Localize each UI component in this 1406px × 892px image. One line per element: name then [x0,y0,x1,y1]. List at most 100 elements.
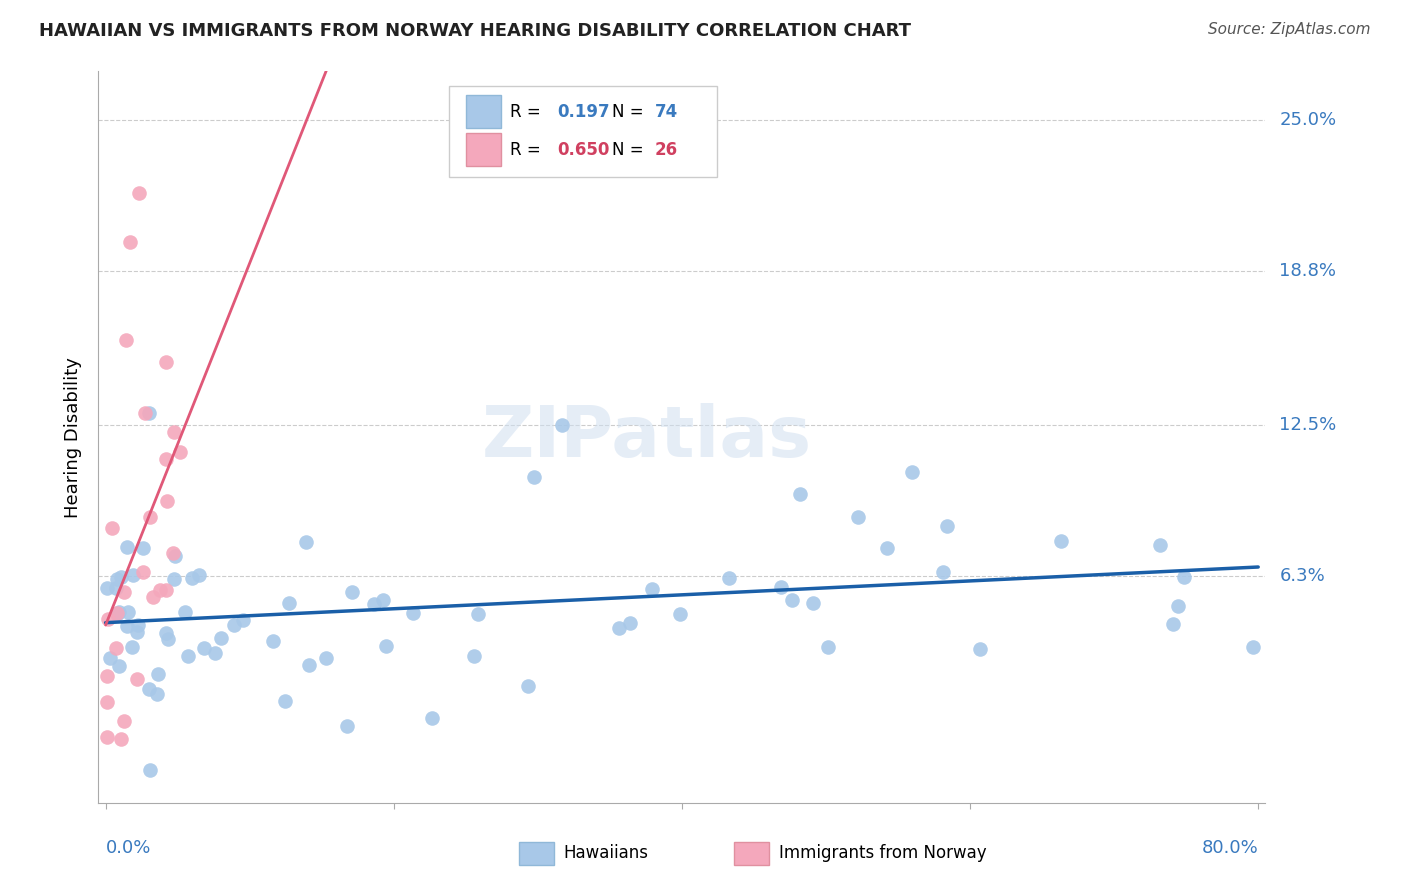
Text: 74: 74 [655,103,678,120]
Point [112,714,135,728]
Point [125,673,148,687]
Point [174,605,197,619]
Point [132,565,155,579]
Text: 26: 26 [655,141,678,159]
Point [969,641,991,656]
Point [876,541,898,556]
FancyBboxPatch shape [465,95,501,128]
Point [1149,538,1171,552]
Point [375,639,398,653]
Point [105,606,128,620]
Point [176,648,198,663]
Point [619,615,641,630]
Point [336,719,359,733]
Point [420,711,443,725]
Point [277,596,299,610]
Point [132,541,155,555]
Point [96,669,118,683]
Point [155,451,177,466]
Point [115,540,138,554]
Point [551,417,574,432]
Text: 25.0%: 25.0% [1279,112,1337,129]
FancyBboxPatch shape [449,86,717,178]
Point [148,667,170,681]
Point [780,592,803,607]
Point [846,510,869,524]
Point [363,597,385,611]
Point [204,646,226,660]
Point [273,694,295,708]
Point [517,679,540,693]
Point [96,695,118,709]
Point [118,235,141,249]
Point [107,605,129,619]
Point [801,596,824,610]
Point [121,568,143,582]
Point [315,651,337,665]
Text: 18.8%: 18.8% [1279,262,1336,280]
Point [138,406,160,420]
Point [98,650,121,665]
Point [717,570,740,584]
Point [138,764,160,778]
Point [128,186,150,201]
Point [96,582,118,596]
Point [165,549,187,563]
Point [187,568,209,582]
Text: Source: ZipAtlas.com: Source: ZipAtlas.com [1208,22,1371,37]
Point [97,612,120,626]
Point [110,570,132,584]
Point [180,572,202,586]
Point [163,572,186,586]
Point [232,613,254,627]
Point [769,580,792,594]
Point [901,465,924,479]
Point [134,406,156,420]
Point [155,354,177,368]
Point [104,581,127,595]
Point [342,584,364,599]
Point [100,521,122,535]
Text: N =: N = [612,141,648,159]
Point [155,583,177,598]
Text: 6.3%: 6.3% [1279,567,1324,585]
Text: 0.197: 0.197 [557,103,610,120]
Point [789,487,811,501]
FancyBboxPatch shape [519,841,554,865]
Text: 12.5%: 12.5% [1279,416,1337,434]
Point [115,619,138,633]
Point [402,606,425,620]
Point [162,546,184,560]
Y-axis label: Hearing Disability: Hearing Disability [65,357,83,517]
Point [371,592,394,607]
FancyBboxPatch shape [465,133,501,166]
Point [105,607,128,621]
Text: 0.0%: 0.0% [105,838,150,857]
Text: R =: R = [510,103,547,120]
Point [467,607,489,621]
Point [125,625,148,640]
Point [108,659,131,673]
Point [163,425,186,439]
Text: 80.0%: 80.0% [1202,838,1258,857]
Point [1167,599,1189,613]
Text: Immigrants from Norway: Immigrants from Norway [779,844,987,863]
Point [641,582,664,597]
Point [155,625,177,640]
Point [298,657,321,672]
FancyBboxPatch shape [734,841,769,865]
Point [114,333,136,347]
Point [1049,534,1071,549]
Point [209,631,232,645]
Point [222,618,245,632]
Point [262,633,284,648]
Point [817,640,839,654]
Point [523,470,546,484]
Text: ZIPatlas: ZIPatlas [482,402,811,472]
Text: HAWAIIAN VS IMMIGRANTS FROM NORWAY HEARING DISABILITY CORRELATION CHART: HAWAIIAN VS IMMIGRANTS FROM NORWAY HEARI… [39,22,911,40]
Point [112,585,135,599]
Point [193,640,215,655]
Text: Hawaiians: Hawaiians [562,844,648,863]
Point [121,640,143,654]
Point [1173,570,1195,584]
